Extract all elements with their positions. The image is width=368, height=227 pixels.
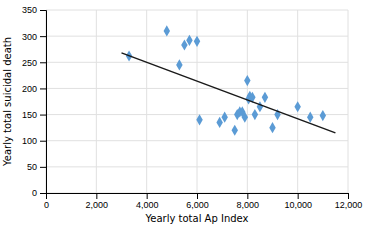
tick: 12,000 (335, 193, 363, 210)
tick-label: 250 (22, 58, 37, 68)
tick-mark (298, 193, 299, 199)
chart: 0 2,000 4,000 6,000 8,000 10,000 12,000 0 50 100 1… (0, 0, 368, 227)
tick: 200 (22, 84, 46, 94)
grid-line-y (46, 114, 348, 115)
tick-mark (247, 193, 248, 199)
tick-label: 150 (22, 110, 37, 120)
tick: 150 (22, 110, 46, 120)
grid-line-x (146, 10, 147, 193)
tick-label: 100 (22, 136, 37, 146)
tick-label: 0 (32, 188, 37, 198)
grid (46, 10, 348, 193)
point (252, 109, 258, 120)
point (307, 112, 313, 123)
grid-line-y (46, 88, 348, 89)
tick: 2,000 (86, 193, 109, 210)
tick-label: 50 (27, 162, 37, 172)
tick-mark (40, 141, 46, 142)
tick-mark (40, 115, 46, 116)
tick-mark (40, 88, 46, 89)
point (216, 117, 222, 128)
point (244, 75, 250, 86)
x-axis: 0 2,000 4,000 6,000 8,000 10,000 12,000 (44, 193, 362, 210)
point (196, 114, 202, 125)
point (186, 35, 192, 46)
tick: 350 (22, 5, 46, 15)
tick-label: 2,000 (86, 200, 109, 210)
tick: 250 (22, 58, 46, 68)
y-axis: 0 50 100 150 200 250 300 350 (22, 5, 47, 198)
grid-line-y (46, 166, 348, 167)
plot: 0 2,000 4,000 6,000 8,000 10,000 12,000 0 50 100 1… (22, 5, 362, 210)
point (320, 110, 326, 121)
data (122, 25, 336, 136)
point (194, 36, 200, 47)
point (232, 125, 238, 136)
tick: 50 (27, 162, 46, 172)
tick-mark (40, 36, 46, 37)
point (221, 112, 227, 123)
x-axis-title: Yearly total Ap Index (145, 213, 249, 224)
tick-label: 350 (22, 5, 37, 15)
point (176, 59, 182, 70)
y-axis-title: Yearly total suicidal death (2, 37, 13, 167)
tick: 0 (32, 188, 46, 198)
tick: 8,000 (237, 193, 260, 210)
tick: 300 (22, 32, 46, 42)
tick-label: 0 (44, 200, 49, 210)
tick-label: 300 (22, 32, 37, 42)
trend-line (122, 53, 336, 133)
tick-mark (40, 10, 46, 11)
tick-label: 4,000 (136, 200, 159, 210)
axis-line (47, 194, 349, 200)
tick-mark (197, 193, 198, 199)
tick-mark (40, 167, 46, 168)
tick-mark (40, 193, 46, 194)
point (164, 25, 170, 36)
tick-label: 10,000 (284, 200, 312, 210)
point (181, 39, 187, 50)
tick-mark (348, 193, 349, 199)
tick-mark (96, 193, 97, 199)
grid-line-x (348, 10, 349, 193)
tick-label: 200 (22, 84, 37, 94)
tick-mark (147, 193, 148, 199)
grid-line-y (46, 62, 348, 63)
tick: 4,000 (136, 193, 159, 210)
grid-line-x (96, 10, 97, 193)
tick-label: 12,000 (335, 200, 363, 210)
point (242, 112, 248, 123)
tick: 6,000 (186, 193, 209, 210)
axis-line (40, 11, 47, 194)
tick: 100 (22, 136, 46, 146)
tick-label: 8,000 (237, 200, 260, 210)
point (257, 101, 263, 112)
point (294, 101, 300, 112)
grid-line-y (46, 10, 348, 11)
tick: 0 (44, 193, 49, 210)
grid-line-y (46, 140, 348, 141)
tick-label: 6,000 (186, 200, 209, 210)
point (269, 122, 275, 133)
point (262, 92, 268, 103)
tick-mark (40, 62, 46, 63)
tick: 10,000 (284, 193, 312, 210)
